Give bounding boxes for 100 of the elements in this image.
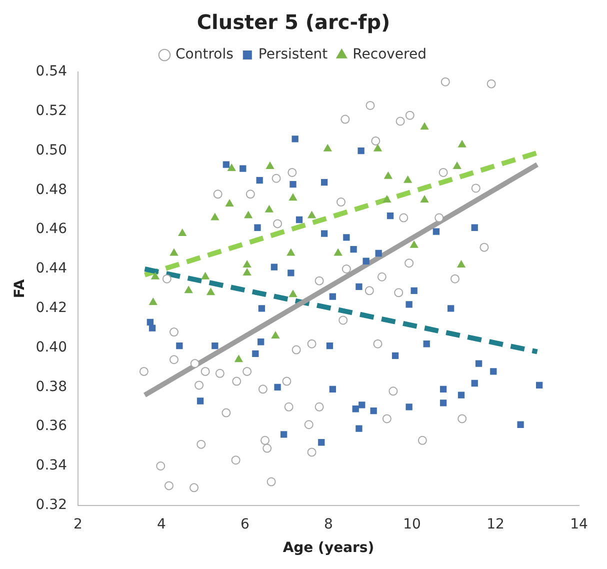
point xyxy=(304,420,314,430)
point xyxy=(222,408,231,418)
point xyxy=(289,194,297,201)
x-tick-label: 12 xyxy=(486,516,504,532)
point xyxy=(308,211,316,218)
point xyxy=(201,272,210,280)
point xyxy=(396,116,405,126)
point xyxy=(146,318,154,326)
point xyxy=(373,339,382,348)
point xyxy=(265,205,274,212)
point xyxy=(170,355,179,364)
point xyxy=(242,366,252,376)
point xyxy=(170,328,179,337)
point xyxy=(314,402,324,412)
point xyxy=(206,288,215,296)
point xyxy=(418,436,427,445)
point xyxy=(254,224,261,231)
point xyxy=(178,229,186,236)
point xyxy=(151,272,160,280)
point xyxy=(350,246,357,253)
point xyxy=(271,331,280,338)
y-tick-label: 0.38 xyxy=(36,378,67,395)
y-tick-label: 0.42 xyxy=(36,300,67,316)
point xyxy=(457,260,466,268)
x-tick-label: 4 xyxy=(157,516,166,532)
point xyxy=(231,456,240,465)
point xyxy=(176,342,183,350)
point xyxy=(336,198,346,207)
point xyxy=(405,110,414,120)
point xyxy=(410,240,418,248)
point xyxy=(406,301,412,308)
point xyxy=(170,248,178,256)
point xyxy=(471,380,478,387)
y-tick-label: 0.40 xyxy=(36,339,67,356)
point xyxy=(458,414,467,424)
point xyxy=(162,274,172,284)
point xyxy=(288,168,297,177)
point xyxy=(375,250,382,257)
y-tick-label: 0.54 xyxy=(36,64,68,80)
point xyxy=(458,140,466,148)
point xyxy=(377,272,386,282)
point xyxy=(280,431,288,438)
y-tick-label: 0.34 xyxy=(36,458,68,474)
point xyxy=(200,366,210,376)
point xyxy=(234,355,243,362)
point xyxy=(196,440,206,449)
point xyxy=(314,276,324,286)
point xyxy=(190,359,200,368)
x-tick-label: 8 xyxy=(324,516,333,532)
point xyxy=(404,258,414,268)
point xyxy=(517,421,524,428)
point xyxy=(196,398,204,404)
point xyxy=(440,386,447,392)
point xyxy=(258,384,268,394)
point xyxy=(226,199,234,206)
point xyxy=(334,248,342,256)
point xyxy=(392,352,399,360)
point xyxy=(246,190,255,199)
x-tick-label: 2 xyxy=(74,516,82,532)
point xyxy=(356,425,362,432)
point xyxy=(386,212,394,220)
x-tick-label: 14 xyxy=(570,516,588,532)
point xyxy=(453,162,462,170)
point xyxy=(290,180,296,188)
y-tick-label: 0.48 xyxy=(36,182,67,198)
point xyxy=(320,230,328,237)
point xyxy=(423,340,430,348)
point xyxy=(366,100,375,110)
point xyxy=(384,172,392,179)
point xyxy=(215,368,224,378)
point xyxy=(244,211,252,218)
point xyxy=(284,402,294,412)
y-tick-label: 0.36 xyxy=(36,418,68,434)
point xyxy=(486,79,496,88)
point xyxy=(307,448,316,457)
point xyxy=(420,122,428,130)
point xyxy=(490,368,497,375)
point xyxy=(394,288,404,298)
y-tick-label: 0.52 xyxy=(36,103,67,120)
point xyxy=(282,376,292,386)
point xyxy=(184,286,193,294)
point xyxy=(292,345,301,354)
point xyxy=(382,196,391,203)
point xyxy=(289,290,297,298)
point xyxy=(440,400,447,406)
point xyxy=(338,316,348,325)
x-axis-title: Age (years) xyxy=(282,540,374,556)
point xyxy=(340,114,350,124)
point xyxy=(410,287,418,294)
point xyxy=(260,436,270,445)
point xyxy=(273,219,282,228)
legend-label: Controls xyxy=(176,46,234,63)
point xyxy=(139,366,148,376)
point xyxy=(475,360,482,367)
y-tick-label: 0.50 xyxy=(36,142,67,158)
legend-label: Persistent xyxy=(258,46,328,63)
point xyxy=(228,164,236,172)
point xyxy=(342,264,351,274)
point xyxy=(388,386,398,396)
point xyxy=(286,248,295,256)
